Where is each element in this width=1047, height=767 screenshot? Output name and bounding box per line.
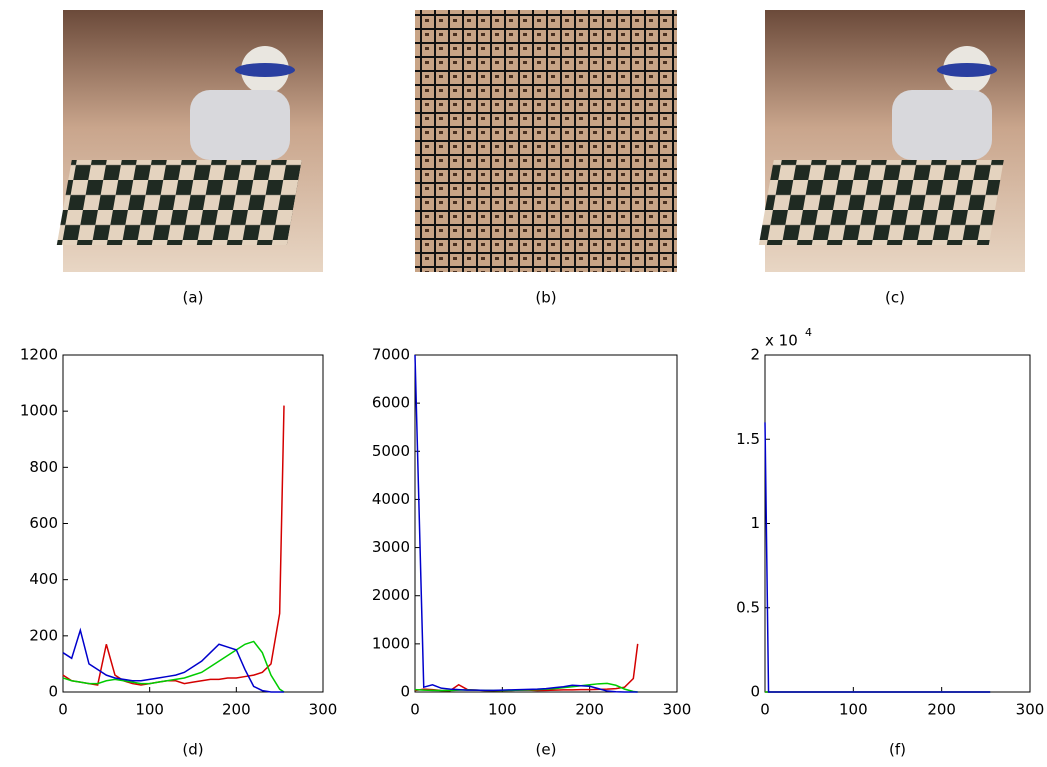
y-tick-label: 6000: [372, 394, 410, 412]
scale-exponent: 4: [805, 326, 812, 339]
y-tick-label: 800: [29, 458, 58, 476]
x-tick-label: 300: [1016, 701, 1045, 719]
y-tick-label: 2000: [372, 586, 410, 604]
chart-caption: (d): [182, 741, 203, 759]
image-caption: (c): [885, 289, 905, 307]
image-b: [415, 10, 677, 272]
chart-caption: (f): [889, 741, 906, 759]
image-c: [758, 10, 1025, 272]
y-tick-label: 3000: [372, 538, 410, 556]
plot-frame: [764, 354, 1031, 693]
y-tick-label: 200: [29, 626, 58, 644]
series-line: [414, 354, 638, 693]
image-caption: (a): [183, 289, 204, 307]
y-tick-label: 600: [29, 514, 58, 532]
y-tick-label: 0.5: [736, 598, 760, 616]
y-tick-label: 4000: [372, 490, 410, 508]
y-tick-label: 400: [29, 570, 58, 588]
y-tick-label: 1: [750, 514, 760, 532]
series-line: [764, 422, 991, 693]
x-tick-label: 100: [488, 701, 517, 719]
x-tick-label: 0: [410, 701, 420, 719]
y-tick-label: 2: [750, 346, 760, 364]
y-tick-label: 1000: [20, 402, 58, 420]
series-line: [62, 640, 285, 693]
x-tick-label: 300: [309, 701, 338, 719]
x-tick-label: 200: [927, 701, 956, 719]
x-tick-label: 0: [58, 701, 68, 719]
chart-caption: (e): [536, 741, 557, 759]
y-tick-label: 0: [48, 683, 58, 701]
x-tick-label: 100: [135, 701, 164, 719]
y-tick-label: 0: [750, 683, 760, 701]
image-a: [56, 10, 323, 272]
y-tick-label: 5000: [372, 442, 410, 460]
y-tick-label: 7000: [372, 346, 410, 364]
x-tick-label: 300: [663, 701, 692, 719]
x-tick-label: 200: [575, 701, 604, 719]
series-line: [62, 627, 284, 693]
x-tick-label: 0: [760, 701, 770, 719]
y-tick-label: 0: [400, 683, 410, 701]
scale-label: x 10: [765, 332, 798, 350]
y-tick-label: 1200: [20, 346, 58, 364]
image-caption: (b): [535, 289, 556, 307]
x-tick-label: 100: [839, 701, 868, 719]
y-tick-label: 1.5: [736, 430, 760, 448]
y-tick-label: 1000: [372, 634, 410, 652]
plot-frame: [414, 354, 678, 693]
x-tick-label: 200: [222, 701, 251, 719]
